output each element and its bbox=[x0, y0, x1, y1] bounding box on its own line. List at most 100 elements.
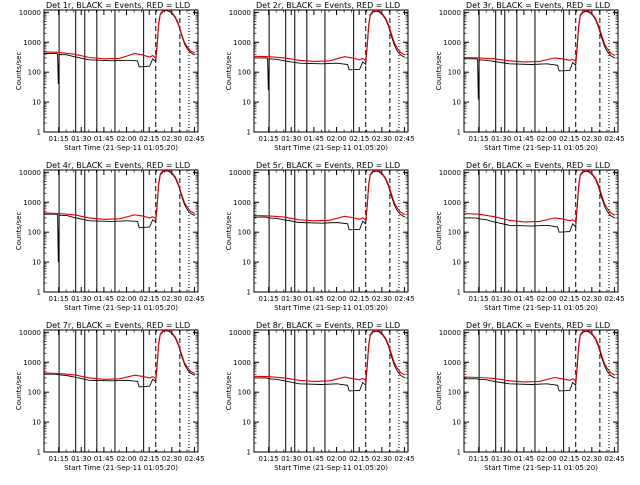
x-axis-label: Start Time (21-Sep-11 01:05:20) bbox=[484, 144, 598, 152]
x-tick-label: 02:15 bbox=[139, 135, 159, 143]
x-tick-label: 02:15 bbox=[349, 455, 369, 463]
series-line-events bbox=[254, 10, 406, 91]
y-tick-label: 100 bbox=[448, 69, 461, 77]
series-line-lld bbox=[44, 330, 196, 380]
x-tick-label: 01:15 bbox=[49, 295, 69, 303]
chart-title: Det 1r, BLACK = Events, RED = LLD bbox=[46, 1, 190, 10]
x-tick-label: 01:30 bbox=[71, 295, 91, 303]
y-tick-label: 1000 bbox=[23, 39, 41, 47]
x-tick-label: 02:15 bbox=[559, 455, 579, 463]
x-tick-label: 02:00 bbox=[326, 135, 346, 143]
chart-panel-2: Det 2r, BLACK = Events, RED = LLD 1 10 100 1… bbox=[225, 1, 415, 152]
x-tick-label: 01:30 bbox=[71, 455, 91, 463]
y-tick-label: 1000 bbox=[443, 359, 461, 367]
y-tick-label: 100 bbox=[28, 69, 41, 77]
y-tick-label: 100 bbox=[448, 229, 461, 237]
x-tick-label: 01:15 bbox=[49, 135, 69, 143]
x-tick-label: 01:45 bbox=[514, 135, 534, 143]
x-tick-label: 02:30 bbox=[162, 135, 182, 143]
x-tick-label: 02:30 bbox=[582, 295, 602, 303]
y-axis-label: Counts/sec bbox=[15, 372, 23, 411]
y-tick-label: 10000 bbox=[439, 169, 461, 177]
x-tick-label: 01:15 bbox=[259, 455, 279, 463]
plot-frame bbox=[463, 329, 619, 453]
y-tick-label: 10 bbox=[242, 99, 251, 107]
chart-title: Det 2r, BLACK = Events, RED = LLD bbox=[256, 1, 400, 10]
y-axis-label: Counts/sec bbox=[435, 52, 443, 91]
chart-title: Det 3r, BLACK = Events, RED = LLD bbox=[466, 1, 610, 10]
x-tick-label: 01:45 bbox=[304, 295, 324, 303]
y-tick-label: 10 bbox=[32, 259, 41, 267]
x-tick-label: 01:15 bbox=[469, 295, 489, 303]
x-tick-label: 02:45 bbox=[604, 295, 624, 303]
x-tick-label: 02:00 bbox=[536, 135, 556, 143]
y-tick-label: 100 bbox=[238, 229, 251, 237]
x-tick-label: 01:30 bbox=[491, 295, 511, 303]
x-tick-label: 02:15 bbox=[349, 135, 369, 143]
y-tick-label: 1 bbox=[247, 289, 251, 297]
x-tick-label: 01:15 bbox=[259, 135, 279, 143]
y-tick-label: 100 bbox=[238, 389, 251, 397]
y-tick-label: 1 bbox=[37, 449, 41, 457]
plot-frame bbox=[253, 169, 409, 293]
y-tick-label: 1000 bbox=[233, 359, 251, 367]
chart-title: Det 6r, BLACK = Events, RED = LLD bbox=[466, 161, 610, 170]
chart-panel-6: Det 6r, BLACK = Events, RED = LLD 1 10 100 1… bbox=[435, 161, 625, 312]
y-tick-label: 1 bbox=[247, 129, 251, 137]
chart-title: Det 4r, BLACK = Events, RED = LLD bbox=[46, 161, 190, 170]
y-axis-label: Counts/sec bbox=[225, 212, 233, 251]
y-tick-label: 10 bbox=[452, 419, 461, 427]
x-axis-label: Start Time (21-Sep-11 01:05:20) bbox=[484, 304, 598, 312]
series-line-events bbox=[254, 330, 406, 392]
x-tick-label: 02:30 bbox=[372, 455, 392, 463]
x-tick-label: 01:30 bbox=[281, 455, 301, 463]
x-tick-label: 02:30 bbox=[372, 135, 392, 143]
x-tick-label: 02:00 bbox=[116, 295, 136, 303]
x-tick-label: 01:45 bbox=[304, 455, 324, 463]
x-tick-label: 02:15 bbox=[139, 455, 159, 463]
chart-title: Det 7r, BLACK = Events, RED = LLD bbox=[46, 321, 190, 330]
chart-title: Det 9r, BLACK = Events, RED = LLD bbox=[466, 321, 610, 330]
y-tick-label: 1 bbox=[247, 449, 251, 457]
y-tick-label: 1000 bbox=[23, 359, 41, 367]
x-tick-label: 01:45 bbox=[514, 455, 534, 463]
series-line-events bbox=[44, 10, 196, 85]
y-tick-label: 10 bbox=[242, 419, 251, 427]
y-tick-label: 1000 bbox=[443, 39, 461, 47]
x-tick-label: 02:00 bbox=[116, 135, 136, 143]
x-tick-label: 02:45 bbox=[394, 295, 414, 303]
x-tick-label: 01:45 bbox=[304, 135, 324, 143]
y-tick-label: 100 bbox=[448, 389, 461, 397]
x-tick-label: 01:30 bbox=[281, 135, 301, 143]
x-axis-label: Start Time (21-Sep-11 01:05:20) bbox=[64, 304, 178, 312]
series-line-lld bbox=[254, 330, 406, 383]
plot-frame bbox=[43, 169, 199, 293]
x-tick-label: 01:45 bbox=[94, 135, 114, 143]
y-tick-label: 1000 bbox=[443, 199, 461, 207]
x-tick-label: 02:15 bbox=[139, 295, 159, 303]
x-tick-label: 02:45 bbox=[394, 455, 414, 463]
y-tick-label: 1000 bbox=[23, 199, 41, 207]
x-tick-label: 02:30 bbox=[372, 295, 392, 303]
x-tick-label: 02:15 bbox=[559, 295, 579, 303]
y-tick-label: 10000 bbox=[229, 9, 251, 17]
chart-title: Det 5r, BLACK = Events, RED = LLD bbox=[256, 161, 400, 170]
x-tick-label: 01:15 bbox=[469, 455, 489, 463]
x-tick-label: 02:45 bbox=[604, 135, 624, 143]
y-axis-label: Counts/sec bbox=[15, 212, 23, 251]
y-tick-label: 1 bbox=[37, 289, 41, 297]
x-tick-label: 01:15 bbox=[469, 135, 489, 143]
y-tick-label: 1 bbox=[457, 289, 461, 297]
x-tick-label: 02:30 bbox=[582, 455, 602, 463]
x-tick-label: 02:30 bbox=[582, 135, 602, 143]
chart-panel-4: Det 4r, BLACK = Events, RED = LLD 1 10 100 1… bbox=[15, 161, 205, 312]
y-tick-label: 100 bbox=[28, 389, 41, 397]
x-tick-label: 01:30 bbox=[491, 455, 511, 463]
x-tick-label: 02:00 bbox=[326, 455, 346, 463]
x-tick-label: 02:30 bbox=[162, 455, 182, 463]
y-tick-label: 10 bbox=[452, 259, 461, 267]
x-axis-label: Start Time (21-Sep-11 01:05:20) bbox=[64, 464, 178, 472]
plot-frame bbox=[43, 329, 199, 453]
y-tick-label: 10 bbox=[32, 419, 41, 427]
